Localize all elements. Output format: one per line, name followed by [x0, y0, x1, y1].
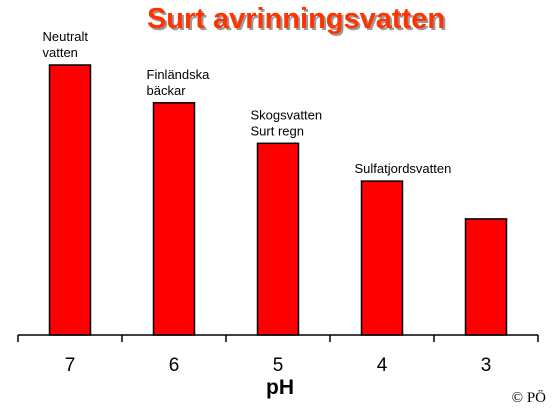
x-tick-label-4: 4	[377, 355, 388, 376]
annotation-6: Finländska bäckar	[147, 67, 211, 98]
x-tick-label-7: 7	[65, 355, 76, 376]
copyright-text: © PÖ	[512, 389, 546, 406]
bar-4	[360, 180, 404, 336]
annotation-5: Skogsvatten Surt regn	[251, 107, 323, 138]
x-tick-label-3: 3	[481, 355, 492, 376]
annotation-line: Skogsvatten	[251, 107, 323, 122]
annotation-line: Surt regn	[251, 123, 304, 138]
chart-title-shadow: Surt avrinningsvatten	[149, 5, 447, 37]
x-tick-labels: 7 6 5 4 3	[65, 355, 492, 376]
bar-5	[256, 142, 300, 336]
x-axis	[17, 334, 539, 342]
x-tick-label-6: 6	[169, 355, 180, 376]
x-tick-label-5: 5	[273, 355, 284, 376]
bar-6	[152, 102, 196, 336]
annotation-4: Sulfatjordsvatten	[355, 161, 452, 176]
annotation-line: Neutralt	[43, 29, 89, 44]
annotation-line: Sulfatjordsvatten	[355, 161, 452, 176]
chart-title-text: Surt avrinningsvatten	[147, 3, 445, 35]
annotation-line: Finländska	[147, 67, 211, 82]
annotations-group: Neutralt vatten Finländska bäckar Skogsvatte…	[43, 29, 452, 176]
annotation-line: vatten	[43, 45, 78, 60]
bar-7	[48, 64, 92, 336]
bar-3	[464, 218, 508, 336]
x-axis-label: pH	[266, 376, 294, 399]
bars-group	[48, 64, 508, 336]
annotation-7: Neutralt vatten	[43, 29, 89, 60]
annotation-line: bäckar	[147, 83, 187, 98]
chart-title: Surt avrinningsvatten Surt avrinningsvat…	[147, 3, 447, 37]
